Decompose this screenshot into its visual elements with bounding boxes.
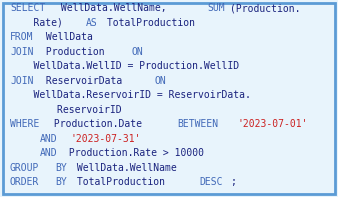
Text: JOIN: JOIN xyxy=(10,47,33,57)
Text: WHERE: WHERE xyxy=(10,119,39,129)
Text: Production: Production xyxy=(40,47,111,57)
Text: WellData.WellID = Production.WellID: WellData.WellID = Production.WellID xyxy=(10,61,239,71)
Text: GROUP: GROUP xyxy=(10,163,39,173)
Text: TotalProduction: TotalProduction xyxy=(71,177,170,188)
Text: ON: ON xyxy=(154,76,166,86)
Text: WellData.WellName,: WellData.WellName, xyxy=(55,3,173,13)
Text: ON: ON xyxy=(131,47,143,57)
Text: BETWEEN: BETWEEN xyxy=(177,119,218,129)
Text: ReservoirID: ReservoirID xyxy=(10,105,122,115)
Text: BY: BY xyxy=(55,177,67,188)
Text: AS: AS xyxy=(86,18,98,28)
Text: BY: BY xyxy=(55,163,67,173)
Text: WellData.ReservoirID = ReservoirData.: WellData.ReservoirID = ReservoirData. xyxy=(10,90,251,100)
Text: AND: AND xyxy=(40,148,58,158)
Text: Production.Date: Production.Date xyxy=(48,119,148,129)
Text: Production.Rate > 10000: Production.Rate > 10000 xyxy=(63,148,204,158)
Text: SELECT: SELECT xyxy=(10,3,45,13)
Text: FROM: FROM xyxy=(10,32,33,42)
Text: Rate): Rate) xyxy=(10,18,69,28)
Text: (Production.: (Production. xyxy=(230,3,300,13)
Text: TotalProduction: TotalProduction xyxy=(101,18,195,28)
Text: ;: ; xyxy=(230,177,236,188)
Text: SUM: SUM xyxy=(207,3,225,13)
Text: DESC: DESC xyxy=(199,177,223,188)
Text: ReservoirData: ReservoirData xyxy=(40,76,128,86)
Text: AND: AND xyxy=(40,134,58,144)
Text: WellData: WellData xyxy=(40,32,93,42)
Text: '2023-07-31': '2023-07-31' xyxy=(71,134,141,144)
Text: WellData.WellName: WellData.WellName xyxy=(71,163,176,173)
Text: JOIN: JOIN xyxy=(10,76,33,86)
Text: '2023-07-01': '2023-07-01' xyxy=(237,119,308,129)
Text: ORDER: ORDER xyxy=(10,177,39,188)
